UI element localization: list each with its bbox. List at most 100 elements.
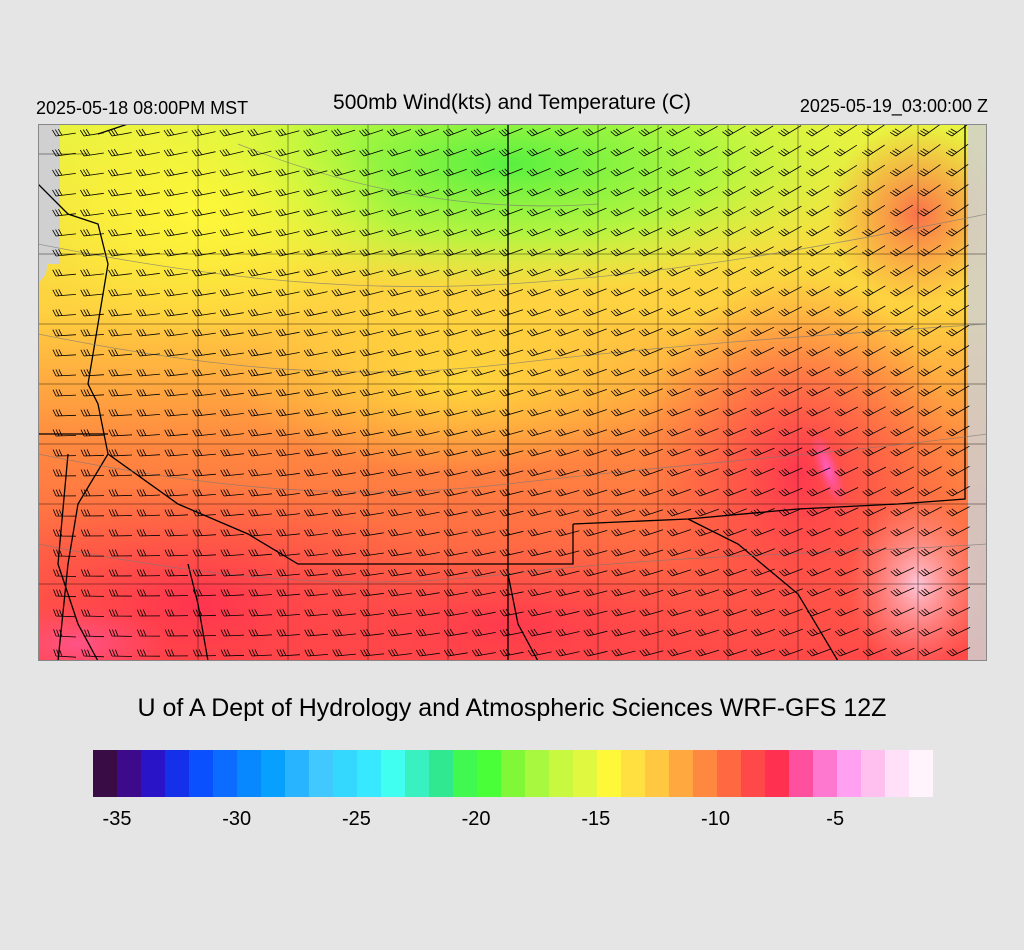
wind-barb: [471, 548, 496, 557]
wind-barb: [443, 368, 468, 377]
wind-barb: [639, 628, 664, 637]
wind-barb: [470, 188, 495, 197]
wind-barb: [471, 348, 496, 357]
wind-barb: [136, 248, 160, 257]
wind-barb: [192, 449, 216, 457]
wind-barb: [751, 648, 776, 657]
wind-barb: [80, 489, 105, 497]
wind-barb: [164, 629, 189, 637]
wind-barb: [666, 428, 691, 437]
wind-barb: [303, 188, 328, 197]
wind-barb: [555, 548, 580, 557]
wind-barb: [471, 488, 496, 497]
wind-barb: [359, 508, 384, 517]
wind-barb: [276, 468, 300, 477]
wind-barb: [499, 628, 524, 637]
wind-barb: [499, 248, 523, 257]
wind-barb: [946, 566, 971, 577]
wind-barb: [778, 427, 803, 437]
wind-barb: [695, 588, 720, 597]
wind-barb: [415, 348, 440, 357]
wind-barb: [498, 128, 523, 137]
wind-barb: [834, 527, 859, 537]
wind-barb: [247, 148, 272, 157]
wind-barb: [806, 547, 831, 557]
wind-barb: [275, 168, 300, 177]
wind-barb: [862, 567, 887, 577]
wind-barb: [387, 248, 412, 257]
wind-barb: [834, 366, 858, 377]
wind-barb: [554, 308, 579, 317]
wind-barb: [862, 648, 887, 657]
wind-barb: [889, 204, 914, 217]
wind-barb: [526, 127, 551, 137]
wind-barb: [136, 288, 160, 297]
wind-barb: [750, 568, 775, 577]
wind-barb: [332, 589, 356, 597]
wind-barb: [247, 168, 272, 177]
wind-barb: [443, 488, 468, 497]
wind-barb: [806, 265, 830, 277]
wind-barb: [583, 508, 608, 517]
wind-barb: [387, 288, 412, 297]
wind-barb: [164, 328, 188, 337]
wind-barb: [722, 186, 746, 197]
wind-barb: [806, 628, 831, 637]
wind-barb: [610, 207, 635, 217]
wind-barb: [527, 368, 552, 377]
wind-barb: [108, 469, 133, 477]
wind-barb: [136, 629, 161, 637]
wind-barb: [527, 588, 552, 597]
wind-barb: [582, 147, 607, 157]
wind-barb: [834, 406, 858, 417]
wind-barb: [945, 244, 969, 257]
wind-barb: [666, 206, 691, 217]
wind-barb: [527, 468, 552, 477]
wind-barb: [52, 269, 76, 277]
wind-barb: [582, 328, 607, 337]
wind-barb: [304, 649, 328, 657]
wind-barb: [219, 248, 244, 257]
wind-barb: [471, 528, 496, 537]
colorbar-cell: [165, 750, 189, 797]
wind-barb: [499, 488, 524, 497]
wind-barb: [946, 365, 970, 377]
wind-barb: [555, 408, 580, 417]
wind-barb: [555, 568, 580, 577]
wind-barb: [750, 165, 774, 177]
wind-barb: [778, 608, 803, 617]
wind-barb: [220, 368, 244, 377]
wind-barb: [918, 627, 943, 637]
wind-barb: [442, 128, 467, 137]
wind-barb: [108, 389, 132, 397]
wind-barb: [918, 405, 942, 417]
wind-barb: [247, 248, 272, 257]
wind-barb: [220, 408, 244, 417]
wind-barb: [639, 468, 664, 477]
wind-barb: [694, 206, 718, 217]
wind-barb: [666, 287, 691, 297]
wind-barb: [862, 225, 886, 237]
wind-barb: [248, 509, 272, 517]
wind-barb: [694, 387, 719, 397]
wind-barb: [834, 164, 858, 177]
wind-barb: [443, 248, 468, 257]
wind-barb: [806, 185, 830, 197]
wind-barb: [666, 408, 691, 417]
wind-barb: [806, 245, 830, 257]
wind-barb: [52, 449, 77, 457]
wind-barb: [583, 648, 608, 657]
wind-barb: [415, 188, 440, 197]
wind-barb: [722, 367, 747, 377]
wind-barb: [108, 409, 133, 417]
wind-barb: [834, 587, 859, 597]
wind-barb: [387, 568, 412, 577]
wind-barb: [276, 448, 300, 457]
wind-barb: [164, 449, 188, 457]
wind-barb: [331, 208, 356, 217]
wind-barb: [248, 469, 272, 477]
wind-barb: [219, 288, 244, 297]
wind-barb: [136, 569, 161, 577]
wind-barb: [359, 268, 384, 277]
wind-barb: [443, 508, 468, 517]
